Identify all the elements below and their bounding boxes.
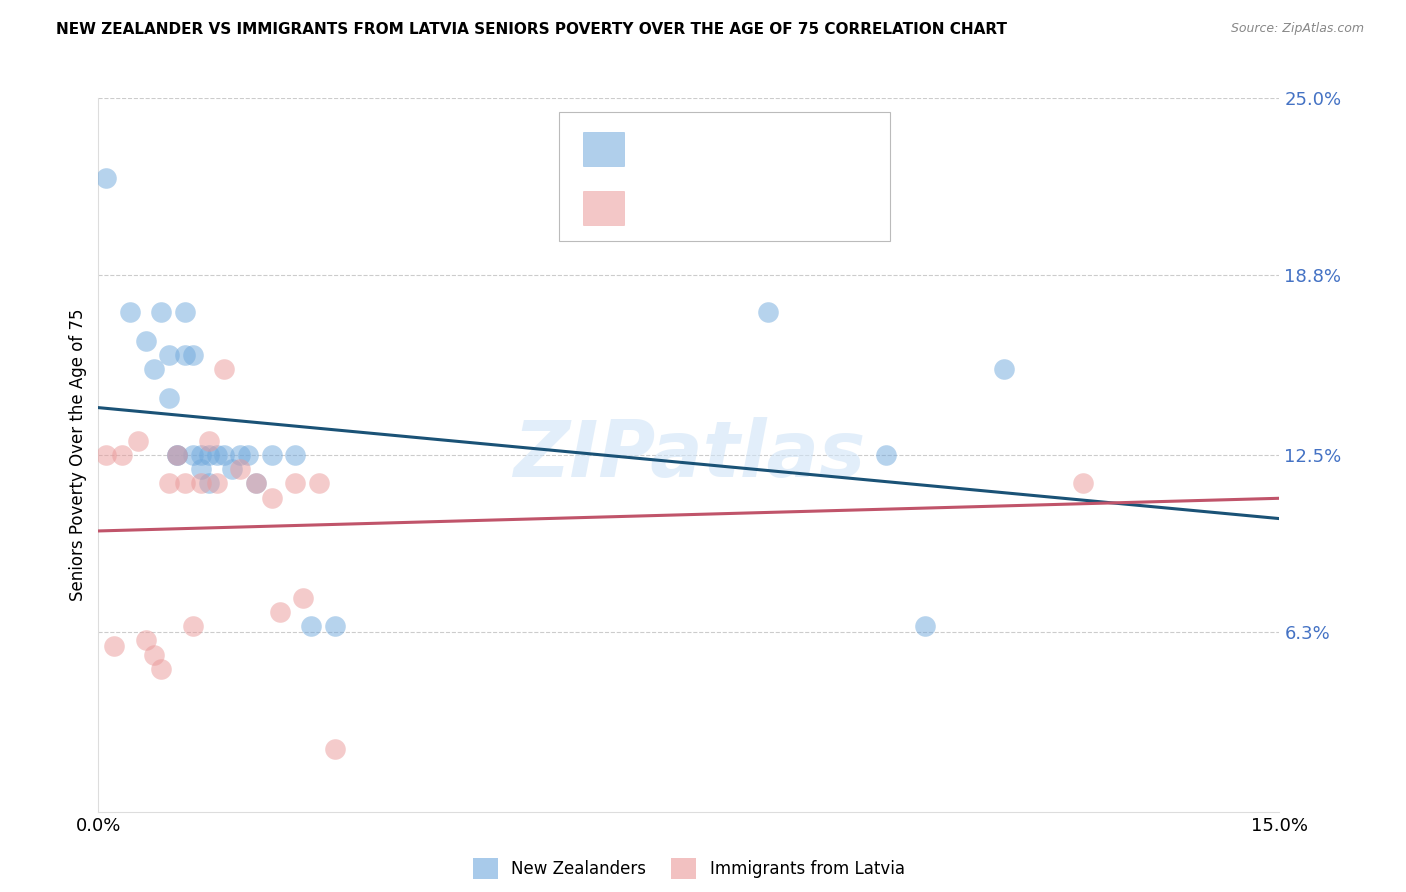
Point bbox=[197, 476, 219, 491]
Point bbox=[269, 605, 291, 619]
Text: N =: N = bbox=[742, 137, 779, 155]
Point bbox=[135, 334, 157, 348]
Point bbox=[157, 476, 180, 491]
Point bbox=[245, 476, 267, 491]
Point bbox=[181, 619, 204, 633]
Point bbox=[142, 362, 165, 376]
Point bbox=[284, 448, 307, 462]
Point bbox=[299, 619, 322, 633]
FancyBboxPatch shape bbox=[560, 112, 890, 241]
Bar bbox=[582, 191, 624, 225]
Point bbox=[260, 448, 283, 462]
Point bbox=[221, 462, 243, 476]
Text: R =: R = bbox=[634, 198, 669, 216]
Point bbox=[96, 171, 118, 186]
Point bbox=[174, 305, 197, 319]
Point bbox=[875, 448, 897, 462]
Y-axis label: Seniors Poverty Over the Age of 75: Seniors Poverty Over the Age of 75 bbox=[69, 309, 87, 601]
Text: NEW ZEALANDER VS IMMIGRANTS FROM LATVIA SENIORS POVERTY OVER THE AGE OF 75 CORRE: NEW ZEALANDER VS IMMIGRANTS FROM LATVIA … bbox=[56, 22, 1007, 37]
Point bbox=[914, 619, 936, 633]
Point bbox=[174, 476, 197, 491]
Point bbox=[323, 742, 346, 756]
Point bbox=[150, 662, 173, 676]
Point bbox=[229, 448, 252, 462]
Point bbox=[111, 448, 134, 462]
Point bbox=[260, 491, 283, 505]
Point bbox=[157, 348, 180, 362]
Point bbox=[142, 648, 165, 662]
Point bbox=[993, 362, 1015, 376]
Point bbox=[292, 591, 315, 605]
Point bbox=[150, 305, 173, 319]
Point bbox=[103, 639, 125, 653]
Point bbox=[181, 448, 204, 462]
Point bbox=[323, 619, 346, 633]
Point bbox=[181, 348, 204, 362]
Point bbox=[205, 476, 228, 491]
Point bbox=[127, 434, 149, 448]
Point bbox=[174, 348, 197, 362]
Point bbox=[214, 448, 236, 462]
Point bbox=[166, 448, 188, 462]
Point bbox=[236, 448, 259, 462]
Text: Source: ZipAtlas.com: Source: ZipAtlas.com bbox=[1230, 22, 1364, 36]
Point bbox=[118, 305, 141, 319]
Text: 0.130: 0.130 bbox=[683, 137, 735, 155]
Text: ZIPatlas: ZIPatlas bbox=[513, 417, 865, 493]
Point bbox=[229, 462, 252, 476]
Point bbox=[96, 448, 118, 462]
Point bbox=[190, 476, 212, 491]
Text: N =: N = bbox=[742, 198, 779, 216]
Point bbox=[157, 391, 180, 405]
Bar bbox=[582, 132, 624, 166]
Point bbox=[1071, 476, 1094, 491]
Point bbox=[135, 633, 157, 648]
Legend: New Zealanders, Immigrants from Latvia: New Zealanders, Immigrants from Latvia bbox=[467, 852, 911, 886]
Text: 31: 31 bbox=[793, 137, 815, 155]
Point bbox=[197, 448, 219, 462]
Point bbox=[205, 448, 228, 462]
Text: 0.040: 0.040 bbox=[683, 198, 735, 216]
Point bbox=[284, 476, 307, 491]
Text: R =: R = bbox=[634, 137, 669, 155]
Point bbox=[245, 476, 267, 491]
Point bbox=[214, 362, 236, 376]
Point bbox=[190, 462, 212, 476]
Point bbox=[756, 305, 779, 319]
Point bbox=[166, 448, 188, 462]
Point bbox=[197, 434, 219, 448]
Point bbox=[190, 448, 212, 462]
Point bbox=[308, 476, 330, 491]
Text: 25: 25 bbox=[793, 198, 815, 216]
Point bbox=[166, 448, 188, 462]
